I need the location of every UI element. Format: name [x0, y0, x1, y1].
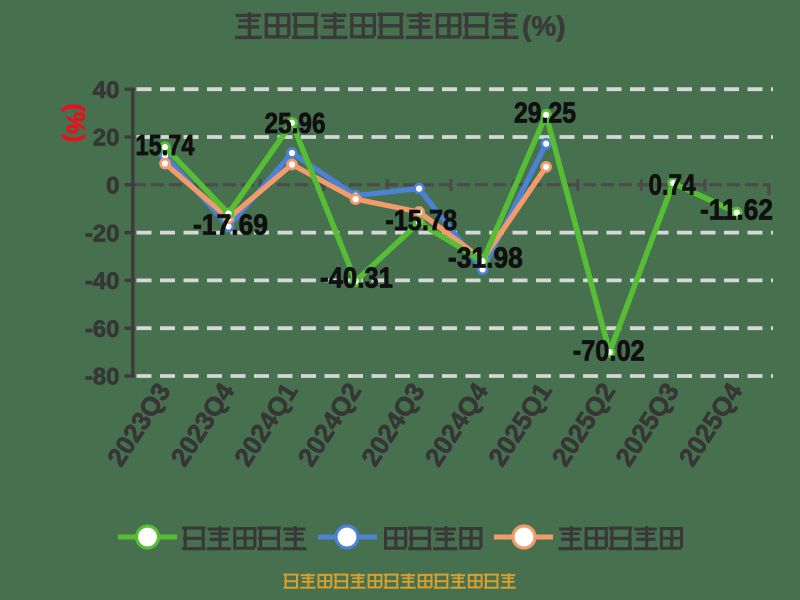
svg-text:40: 40	[93, 77, 120, 104]
svg-text:-11.62: -11.62	[700, 195, 773, 227]
svg-text:-31.98: -31.98	[448, 243, 523, 275]
svg-text:-70.02: -70.02	[573, 336, 645, 368]
svg-text:-17.69: -17.69	[193, 210, 268, 242]
svg-text:(%): (%)	[61, 104, 89, 143]
svg-text:29.25: 29.25	[514, 98, 576, 130]
svg-text:-40.31: -40.31	[320, 263, 393, 295]
svg-text:-60: -60	[85, 316, 120, 343]
svg-text:20: 20	[93, 125, 120, 152]
svg-text:25.96: 25.96	[265, 108, 326, 140]
svg-text:0: 0	[106, 173, 119, 200]
svg-text:-20: -20	[85, 220, 120, 247]
svg-text:-80: -80	[85, 364, 120, 391]
svg-text:0.74: 0.74	[649, 170, 696, 202]
svg-text:-15.78: -15.78	[385, 205, 457, 237]
svg-text:15.74: 15.74	[136, 130, 195, 162]
svg-text:-40: -40	[85, 268, 120, 295]
svg-text:(%): (%)	[522, 11, 566, 42]
